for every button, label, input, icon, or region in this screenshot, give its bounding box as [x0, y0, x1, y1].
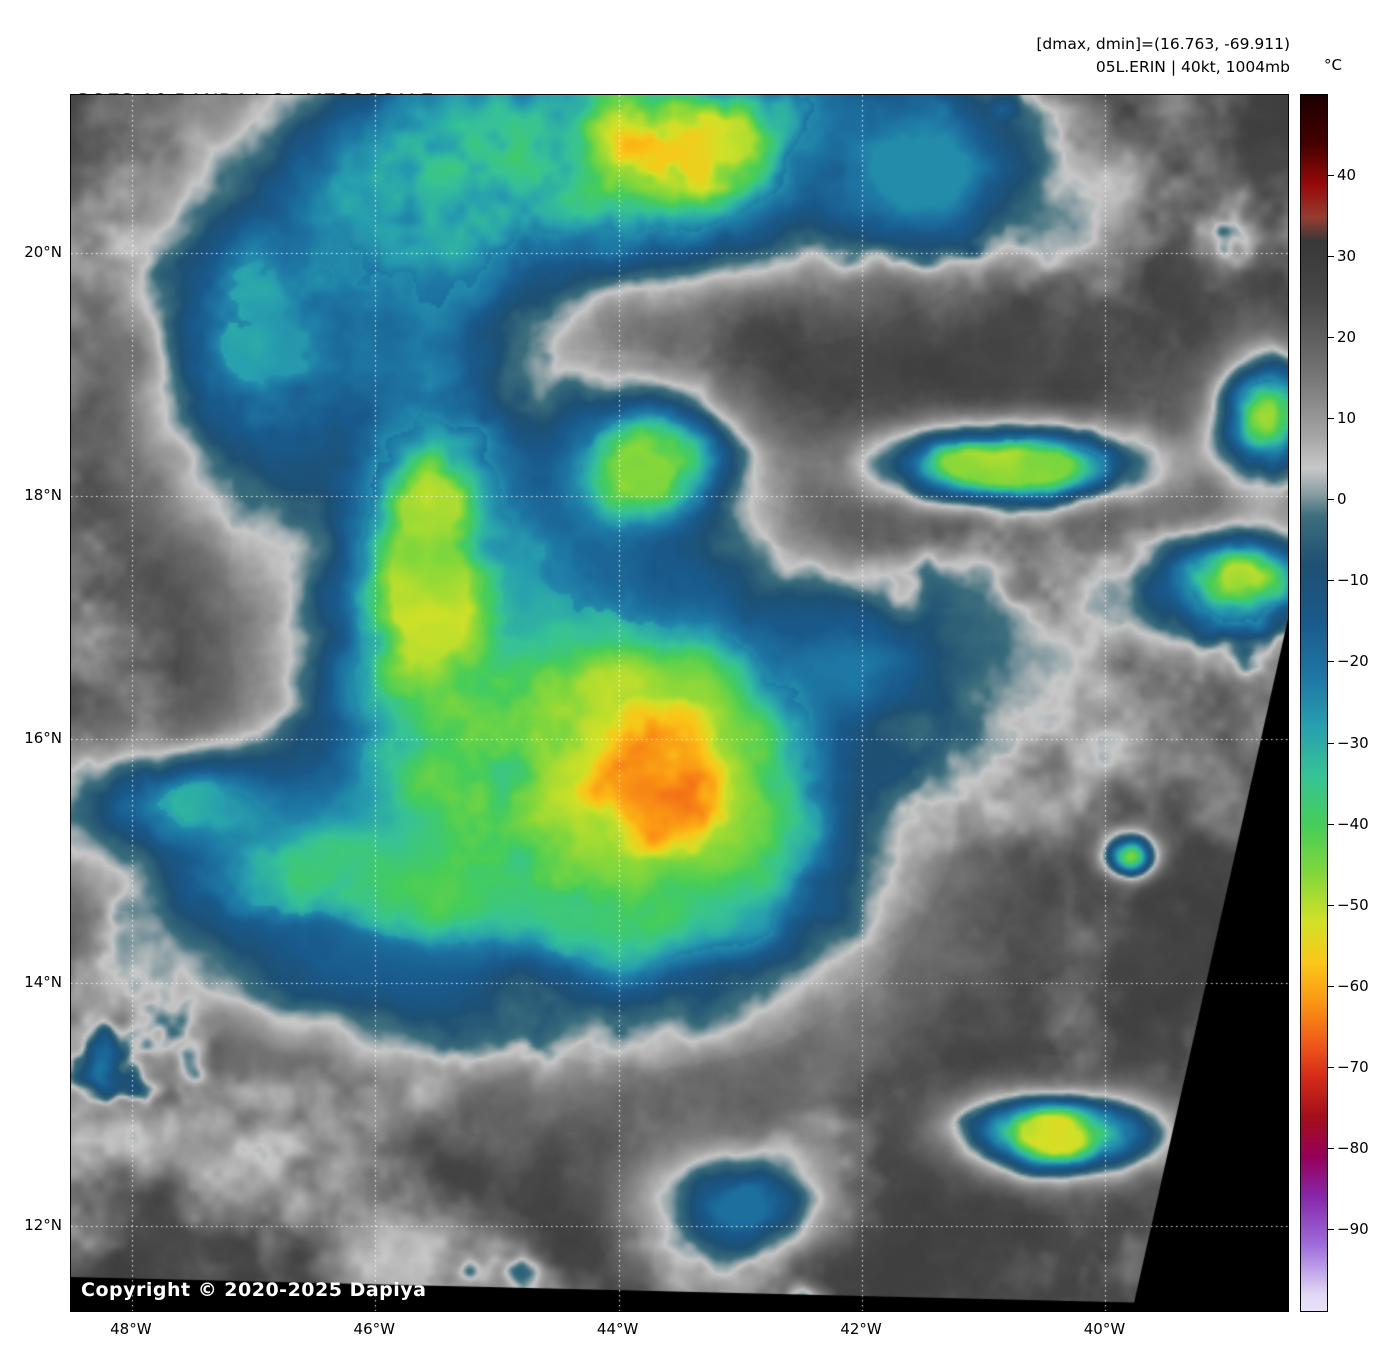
colorbar-tick-label: −20	[1337, 652, 1369, 671]
colorbar-tick-mark	[1328, 1066, 1334, 1068]
y-tick-label: 20°N	[24, 243, 62, 262]
colorbar-tick-mark	[1328, 256, 1334, 258]
colorbar-tick-label: −80	[1337, 1138, 1369, 1157]
copyright-text: Copyright © 2020-2025 Dapiya	[81, 1279, 427, 1301]
colorbar-tick-label: −10	[1337, 571, 1369, 590]
colorbar-tick-label: 30	[1337, 247, 1357, 266]
colorbar-tick-label: −70	[1337, 1057, 1369, 1076]
colorbar-tick-mark	[1328, 175, 1334, 177]
y-tick-label: 12°N	[24, 1215, 62, 1234]
satellite-map: Copyright © 2020-2025 Dapiya	[70, 94, 1289, 1312]
colorbar-tick-mark	[1328, 742, 1334, 744]
x-tick-label: 48°W	[110, 1320, 152, 1338]
x-tick-label: 46°W	[353, 1320, 395, 1338]
x-tick-label: 40°W	[1083, 1320, 1126, 1338]
colorbar-tick-label: −40	[1337, 814, 1369, 833]
colorbar-tick-mark	[1328, 337, 1334, 339]
y-tick-label: 14°N	[24, 972, 62, 991]
colorbar-tick-label: −50	[1337, 895, 1369, 914]
x-tick-label: 42°W	[840, 1320, 882, 1338]
colorbar-tick-mark	[1328, 580, 1334, 582]
colorbar-tick-label: −60	[1337, 976, 1369, 995]
colorbar-tick-label: 40	[1337, 166, 1357, 185]
dmax-dmin-annotation: [dmax, dmin]=(16.763, -69.911)	[1036, 35, 1290, 53]
y-tick-label: 18°N	[24, 486, 62, 505]
colorbar-tick-mark	[1328, 1147, 1334, 1149]
colorbar-tick-mark	[1328, 823, 1334, 825]
colorbar	[1300, 94, 1328, 1312]
colorbar-tick-mark	[1328, 904, 1334, 906]
colorbar-tick-mark	[1328, 418, 1334, 420]
colorbar-tick-mark	[1328, 1228, 1334, 1230]
colorbar-tick-label: 20	[1337, 328, 1357, 347]
colorbar-tick-label: −30	[1337, 733, 1369, 752]
x-tick-label: 44°W	[596, 1320, 639, 1338]
storm-info-annotation: 05L.ERIN | 40kt, 1004mb	[1095, 58, 1290, 76]
colorbar-tick-mark	[1328, 985, 1334, 987]
colorbar-tick-mark	[1328, 661, 1334, 663]
colorbar-tick-label: −90	[1337, 1219, 1369, 1238]
colorbar-tick-label: 10	[1337, 409, 1357, 428]
colorbar-tick-mark	[1328, 499, 1334, 501]
header-right: [dmax, dmin]=(16.763, -69.911) 05L.ERIN …	[1036, 33, 1290, 79]
y-tick-label: 16°N	[24, 729, 62, 748]
colorbar-tick-label: 0	[1337, 490, 1347, 509]
satellite-imagery-canvas	[71, 95, 1288, 1311]
colorbar-unit-label: °C	[1324, 56, 1342, 74]
colorbar-gradient-canvas	[1301, 95, 1327, 1311]
